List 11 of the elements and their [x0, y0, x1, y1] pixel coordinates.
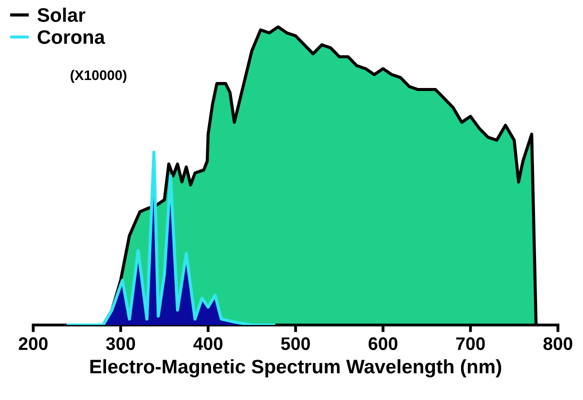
x-tick-label: 500	[281, 337, 310, 350]
x-tick-label: 600	[368, 337, 398, 350]
annotation: (X10000)	[70, 70, 126, 83]
legend-label: Corona	[38, 30, 106, 44]
x-axis-title: Electro-Magnetic Spectrum Wavelength (nm)	[90, 359, 502, 378]
x-tick-label: 700	[456, 337, 485, 350]
x-tick-label: 800	[543, 337, 572, 350]
x-tick-label: 300	[106, 337, 136, 350]
x-tick-label: 400	[193, 337, 222, 350]
legend-label: Solar	[38, 8, 86, 22]
x-tick-label: 200	[18, 337, 48, 350]
